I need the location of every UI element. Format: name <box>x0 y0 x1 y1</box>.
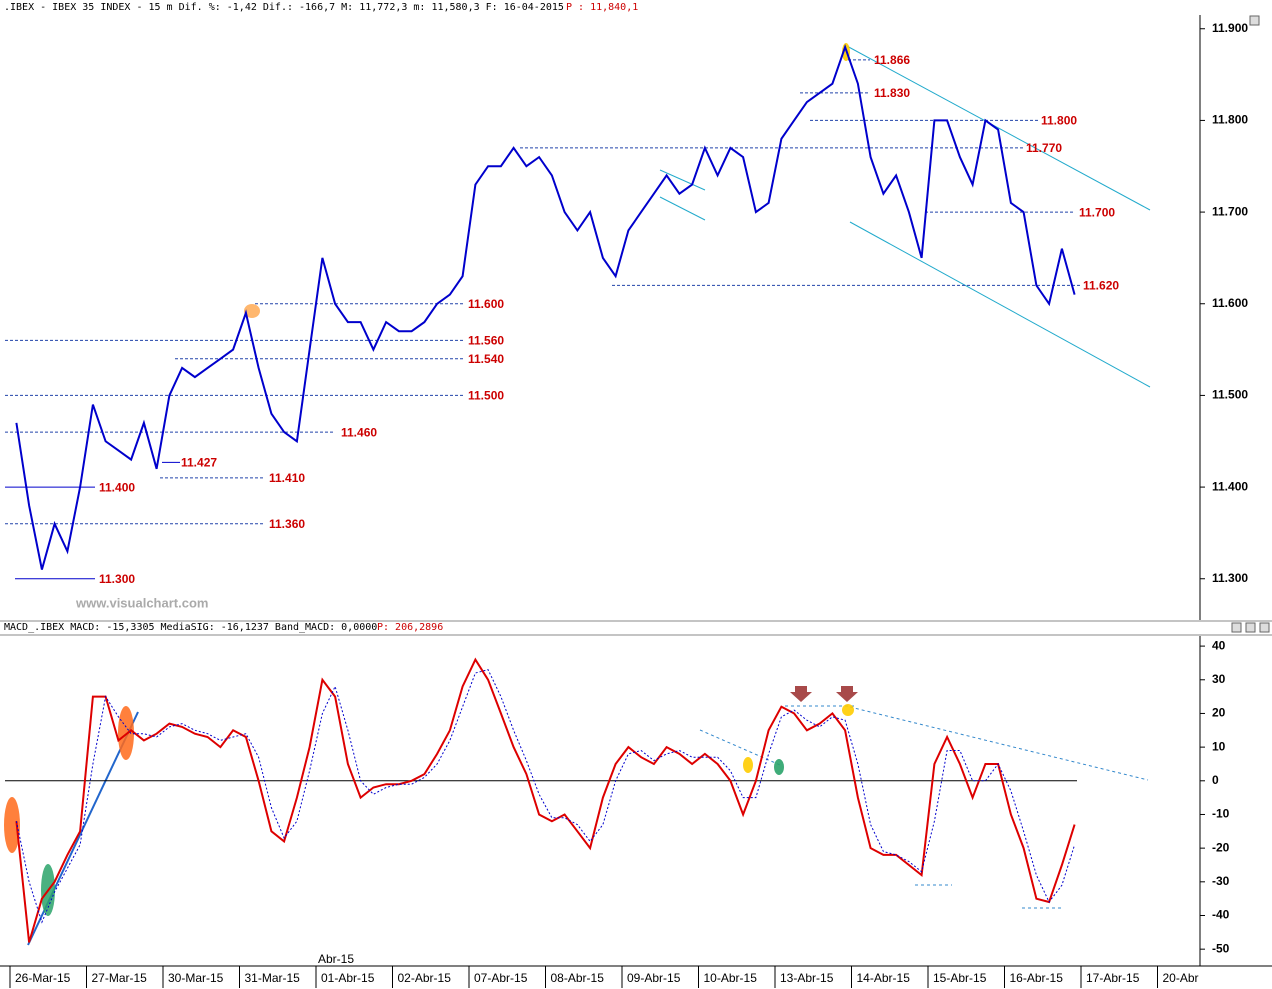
y-tick-label: -50 <box>1212 941 1230 955</box>
pane-button[interactable] <box>1249 15 1260 26</box>
y-tick-label: 11.400 <box>1212 479 1248 493</box>
level-label: 11.620 <box>1083 279 1119 293</box>
y-tick-label: 11.700 <box>1212 204 1248 218</box>
x-tick-label: 08-Abr-15 <box>551 971 605 985</box>
x-tick-label: 13-Abr-15 <box>780 971 834 985</box>
level-label: 11.600 <box>468 297 504 311</box>
level-label: 11.300 <box>99 572 135 586</box>
x-tick-label: 07-Abr-15 <box>474 971 528 985</box>
series-line <box>15 657 1076 943</box>
macd-header-last: P: 206,2896 <box>377 622 443 633</box>
x-tick-label: 30-Mar-15 <box>168 971 224 985</box>
y-tick-label: 11.600 <box>1212 296 1248 310</box>
y-tick-label: 10 <box>1212 739 1226 753</box>
series-line <box>15 44 1076 570</box>
level-label: 11.800 <box>1041 114 1077 128</box>
pane-button[interactable] <box>1231 622 1242 633</box>
y-tick-label: 40 <box>1212 638 1226 652</box>
level-label: 11.560 <box>468 334 504 348</box>
series-line <box>15 669 1076 924</box>
level-label: 11.400 <box>99 480 135 494</box>
level-label: 11.700 <box>1079 205 1115 219</box>
x-tick-label: 01-Abr-15 <box>321 971 375 985</box>
y-tick-label: 11.800 <box>1212 113 1248 127</box>
month-label: Abr-15 <box>318 952 354 966</box>
level-label: 11.830 <box>874 86 910 100</box>
level-label: 11.460 <box>341 425 377 439</box>
x-tick-label: 14-Abr-15 <box>857 971 911 985</box>
price-header-last: P : 11,840,1 <box>566 2 638 13</box>
level-label: 11.360 <box>269 517 305 531</box>
x-tick-label: 20-Abr <box>1163 971 1199 985</box>
price-header: .IBEX - IBEX 35 INDEX - 15 m Dif. %: -1,… <box>4 2 564 13</box>
y-tick-label: -40 <box>1212 908 1230 922</box>
x-tick-label: 27-Mar-15 <box>92 971 148 985</box>
y-tick-label: -20 <box>1212 840 1230 854</box>
y-tick-label: 0 <box>1212 773 1219 787</box>
y-tick-label: 11.300 <box>1212 571 1248 585</box>
y-tick-label: 11.900 <box>1212 21 1248 35</box>
level-label: 11.866 <box>874 53 910 67</box>
x-tick-label: 31-Mar-15 <box>245 971 301 985</box>
watermark: www.visualchart.com <box>75 595 208 610</box>
y-tick-label: -30 <box>1212 874 1230 888</box>
level-label: 11.427 <box>181 456 217 470</box>
x-tick-label: 09-Abr-15 <box>627 971 681 985</box>
level-label: 11.500 <box>468 389 504 403</box>
level-label: 11.540 <box>468 352 504 366</box>
x-tick-label: 26-Mar-15 <box>15 971 71 985</box>
x-tick-label: 02-Abr-15 <box>398 971 452 985</box>
y-tick-label: 20 <box>1212 706 1226 720</box>
x-tick-label: 10-Abr-15 <box>704 971 758 985</box>
x-tick-label: 16-Abr-15 <box>1010 971 1064 985</box>
y-tick-label: 11.500 <box>1212 388 1248 402</box>
y-tick-label: -10 <box>1212 807 1230 821</box>
level-label: 11.770 <box>1026 141 1062 155</box>
pane-button[interactable] <box>1245 622 1256 633</box>
x-tick-label: 15-Abr-15 <box>933 971 987 985</box>
pane-button[interactable] <box>1259 622 1270 633</box>
level-label: 11.410 <box>269 471 305 485</box>
y-tick-label: 30 <box>1212 672 1226 686</box>
x-tick-label: 17-Abr-15 <box>1086 971 1140 985</box>
macd-header: MACD_.IBEX MACD: -15,3305 MediaSIG: -16,… <box>4 622 377 633</box>
